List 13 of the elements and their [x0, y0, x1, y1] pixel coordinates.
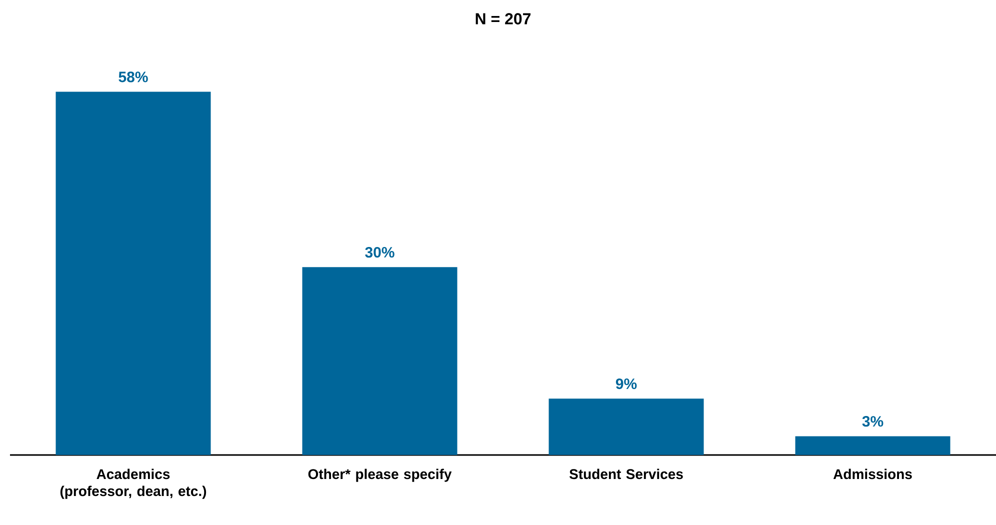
data-label: 9%: [616, 378, 637, 390]
data-label: 3%: [862, 416, 884, 427]
x-tick-label: Admissions: [833, 468, 912, 480]
x-tick-label: Other* please specify: [308, 468, 452, 482]
bar: [795, 436, 950, 455]
x-tick-label: Student Services: [569, 468, 683, 480]
bar: [302, 267, 458, 455]
chart-title: N = 207: [476, 13, 531, 24]
data-label: 30%: [365, 246, 394, 258]
bar: [548, 398, 704, 455]
data-label: 58%: [118, 72, 148, 82]
x-tick-label: Academics (professor, dean, etc.): [60, 468, 206, 499]
bar: [56, 92, 211, 455]
